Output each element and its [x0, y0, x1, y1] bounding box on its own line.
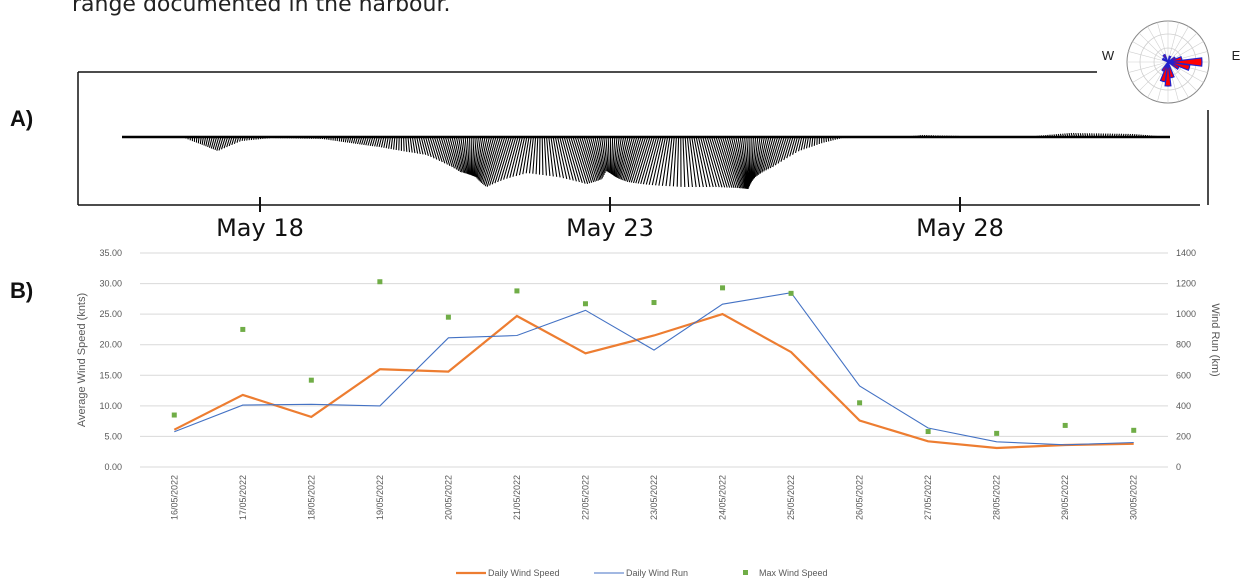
rose-spoke — [1167, 32, 1198, 63]
rose-petal — [1167, 56, 1177, 63]
y-tick-label: 35.00 — [99, 248, 122, 258]
compass-east: E — [1232, 48, 1241, 63]
wind-stick-plot: May 18 May 23 May 28 W E — [77, 20, 1241, 242]
legend-label: Daily Wind Speed — [488, 568, 560, 578]
max-wind-speed-point — [1131, 427, 1137, 433]
rose-spoke — [1138, 61, 1169, 92]
y2-tick-label: 600 — [1176, 370, 1191, 380]
y-tick-label: 0.00 — [104, 462, 122, 472]
rose-petal — [1164, 61, 1172, 87]
y2-tick-label: 800 — [1176, 340, 1191, 350]
compass-west: W — [1102, 48, 1115, 63]
rose-spoke — [1128, 61, 1169, 73]
intro-text: range documented in the harbour. — [72, 0, 451, 17]
x-tick-label: 22/05/2022 — [580, 475, 590, 520]
wind-sticks — [122, 132, 1170, 189]
date-label-may23: May 23 — [566, 214, 654, 242]
rose-spoke — [1128, 51, 1169, 63]
x-tick-label: 21/05/2022 — [512, 475, 522, 520]
x-tick-label: 17/05/2022 — [238, 475, 248, 520]
max-wind-speed-point — [377, 279, 383, 285]
series-daily-wind-speed-line — [173, 312, 1134, 450]
y-tick-label: 5.00 — [104, 431, 122, 441]
y2-tick-label: 1000 — [1176, 309, 1196, 319]
x-tick-label: 25/05/2022 — [786, 475, 796, 520]
rose-petal — [1167, 57, 1203, 67]
rose-petal — [1167, 61, 1180, 71]
y2-axis-title: Wind Run (km) — [1209, 303, 1221, 376]
wind-stick-lines — [183, 132, 1170, 189]
date-label-may18: May 18 — [216, 214, 304, 242]
x-axis-ticks: 16/05/2022 17/05/2022 18/05/2022 19/05/2022… — [169, 475, 1138, 520]
y-tick-label: 15.00 — [99, 370, 122, 380]
y-tick-label: 20.00 — [99, 340, 122, 350]
y-tick-label: 10.00 — [99, 401, 122, 411]
y2-tick-label: 0 — [1176, 462, 1181, 472]
y2-tick-label: 1200 — [1176, 279, 1196, 289]
gridlines — [140, 252, 1168, 468]
legend-marker — [743, 570, 748, 575]
x-tick-label: 28/05/2022 — [992, 475, 1002, 520]
rose-spoke — [1132, 61, 1169, 83]
max-wind-speed-point — [857, 400, 863, 406]
rose-spoke — [1167, 22, 1179, 63]
series-layer — [171, 279, 1137, 450]
date-label-may28: May 28 — [916, 214, 1004, 242]
rose-spoke — [1138, 32, 1169, 63]
max-wind-speed-point — [994, 430, 1000, 436]
x-tick-label: 29/05/2022 — [1060, 475, 1070, 520]
x-tick-label: 27/05/2022 — [923, 475, 933, 520]
rose-spoke — [1167, 61, 1189, 98]
y-axis-title: Average Wind Speed (knts) — [76, 293, 88, 427]
rose-spoke — [1167, 26, 1189, 63]
max-wind-speed-point — [240, 326, 246, 332]
panel-a-label: A) — [10, 106, 34, 131]
max-wind-speed-point — [720, 285, 726, 291]
x-tick-label: 26/05/2022 — [855, 475, 865, 520]
series-daily-wind-run-line — [174, 292, 1134, 446]
max-wind-speed-point — [445, 314, 451, 320]
wind-rose — [1126, 20, 1210, 104]
right-axis-ticks: 0 200 400 600 800 1000 1200 1400 — [1176, 248, 1196, 472]
x-tick-label: 16/05/2022 — [169, 475, 179, 520]
y2-tick-label: 200 — [1176, 431, 1191, 441]
x-tick-label: 20/05/2022 — [443, 475, 453, 520]
panel-b-label: B) — [10, 278, 34, 303]
max-wind-speed-point — [788, 290, 794, 296]
stick-plot-frame — [77, 71, 1209, 206]
rose-petal — [1167, 55, 1172, 63]
x-tick-label: 23/05/2022 — [649, 475, 659, 520]
rose-spoke — [1167, 61, 1198, 92]
rose-spoke — [1157, 22, 1169, 63]
rose-petal — [1162, 53, 1169, 63]
max-wind-speed-point — [1062, 422, 1068, 428]
x-tick-label: 18/05/2022 — [306, 475, 316, 520]
rose-petal — [1161, 61, 1169, 72]
max-wind-speed-point — [514, 288, 520, 294]
y-tick-label: 25.00 — [99, 309, 122, 319]
legend-label: Max Wind Speed — [759, 568, 828, 578]
legend-label: Daily Wind Run — [626, 568, 688, 578]
rose-petals — [1159, 53, 1203, 87]
left-axis-ticks: 0.00 5.00 10.00 15.00 20.00 25.00 30.00 35.00 — [99, 248, 122, 472]
x-tick-label: 19/05/2022 — [375, 475, 385, 520]
y2-tick-label: 400 — [1176, 401, 1191, 411]
x-tick-label: 24/05/2022 — [718, 475, 728, 520]
rose-spoke — [1132, 41, 1169, 63]
y-tick-label: 30.00 — [99, 279, 122, 289]
chart-legend: Daily Wind Speed Daily Wind Run Max Wind S… — [456, 568, 828, 578]
y2-tick-label: 1400 — [1176, 248, 1196, 258]
max-wind-speed-point — [171, 412, 177, 418]
x-tick-label: 30/05/2022 — [1129, 475, 1139, 520]
max-wind-speed-point — [651, 300, 657, 306]
max-wind-speed-point — [925, 429, 931, 435]
max-wind-speed-point — [308, 377, 314, 383]
stick-ticks — [259, 197, 961, 212]
max-wind-speed-point — [582, 301, 588, 307]
